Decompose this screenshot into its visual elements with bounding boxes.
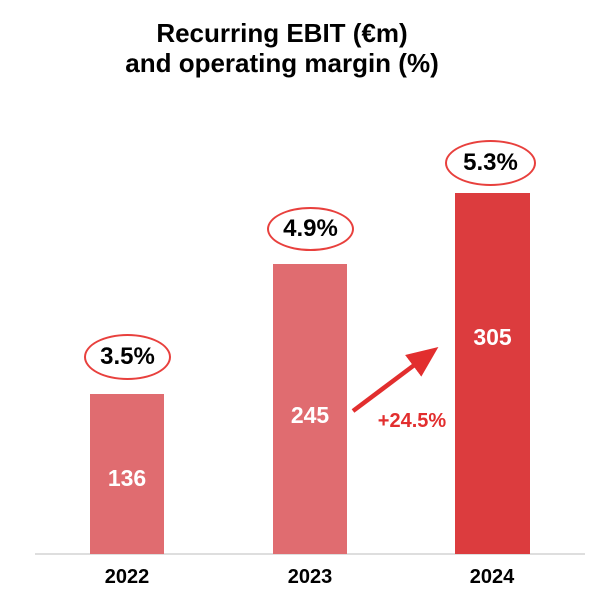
bar-2022: 136	[90, 394, 164, 554]
growth-arrow-icon	[351, 346, 439, 413]
chart-title: Recurring EBIT (€m) and operating margin…	[0, 18, 564, 78]
margin-ellipse-2022: 3.5%	[84, 334, 171, 380]
margin-label-2022: 3.5%	[100, 343, 155, 370]
growth-percentage-label: +24.5%	[377, 410, 447, 432]
chart-title-line1: Recurring EBIT (€m)	[156, 18, 408, 48]
x-axis-baseline	[35, 553, 585, 555]
x-axis-label-2022: 2022	[104, 566, 150, 588]
bar-2024: 305	[455, 193, 530, 554]
chart-title-line2: and operating margin (%)	[125, 48, 439, 78]
bar-value-2023: 245	[290, 402, 330, 428]
x-axis-label-2023: 2023	[287, 566, 333, 588]
x-axis-label-2024: 2024	[469, 566, 515, 588]
bar-value-2022: 136	[107, 465, 147, 491]
margin-ellipse-2023: 4.9%	[267, 207, 354, 251]
bar-value-2024: 305	[473, 324, 512, 350]
bar-2023: 245	[273, 264, 347, 554]
margin-label-2024: 5.3%	[463, 149, 518, 176]
margin-ellipse-2024: 5.3%	[445, 140, 536, 186]
margin-label-2023: 4.9%	[283, 215, 338, 242]
